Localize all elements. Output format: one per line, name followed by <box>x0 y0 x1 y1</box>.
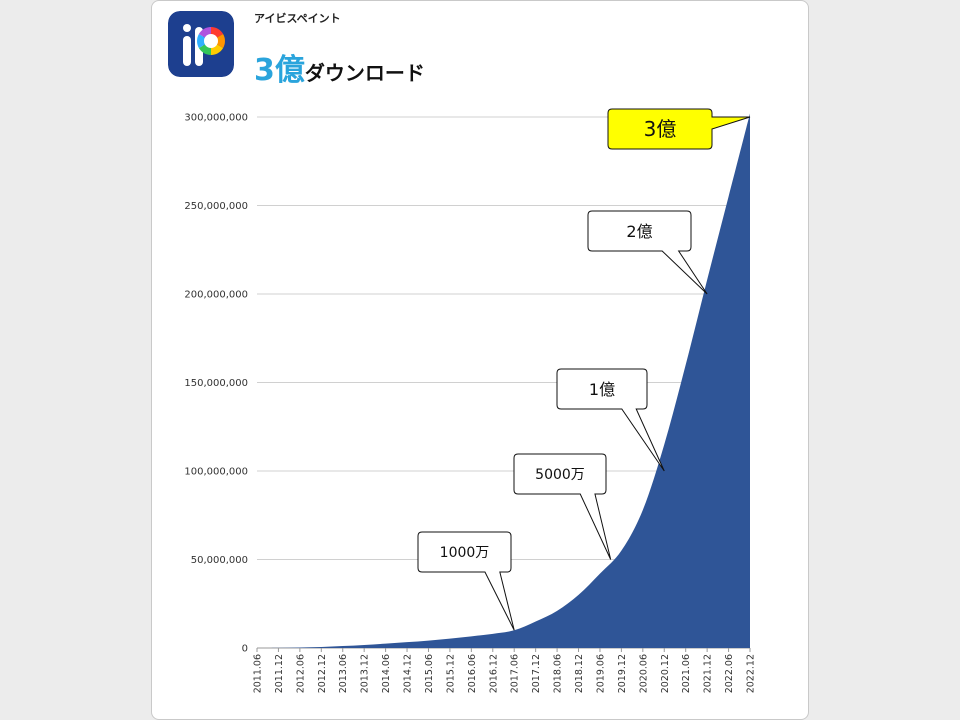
x-tick-label: 2011.06 <box>253 654 264 693</box>
y-tick-label: 0 <box>242 644 248 655</box>
headline-text: ダウンロード <box>304 61 425 85</box>
x-tick-label: 2013.06 <box>338 654 349 693</box>
x-tick-label: 2014.12 <box>403 654 414 693</box>
y-tick-label: 200,000,000 <box>184 290 248 301</box>
x-tick-label: 2014.06 <box>381 654 392 693</box>
x-tick-label: 2020.12 <box>660 654 671 693</box>
callout-label: 3億 <box>644 117 677 141</box>
callout-box <box>513 453 612 560</box>
infographic-card: アイビスペイント 3億ダウンロード 0 50,000,000 100,000,000… <box>151 0 809 720</box>
headline-number: 3億 <box>254 53 305 88</box>
callout-label: 1000万 <box>440 545 490 561</box>
callout-label: 2億 <box>626 222 652 241</box>
downloads-area-chart: 0 50,000,000 100,000,000 150,000,000 200,000… <box>184 108 757 693</box>
x-tick-label: 2015.12 <box>445 654 456 693</box>
x-tick-label: 2022.12 <box>746 654 757 693</box>
y-tick-label: 50,000,000 <box>191 555 248 566</box>
x-tick-label: 2018.06 <box>553 654 564 693</box>
downloads-area <box>257 113 750 648</box>
x-tick-label: 2016.12 <box>488 654 499 693</box>
page-title: 3億ダウンロード <box>254 45 425 89</box>
y-tick-label: 100,000,000 <box>184 467 248 478</box>
callout-label: 1億 <box>589 380 615 399</box>
x-tick-label: 2021.12 <box>703 654 714 693</box>
app-name: アイビスペイント <box>254 12 341 25</box>
callout-box <box>607 108 751 150</box>
x-tick-label: 2019.06 <box>595 654 606 693</box>
x-tick-label: 2017.06 <box>510 654 521 693</box>
x-tick-label: 2013.12 <box>360 654 371 693</box>
x-tick-label: 2022.06 <box>724 654 735 693</box>
callout-box <box>587 210 708 295</box>
ibis-paint-logo-icon <box>168 11 234 77</box>
callout-box <box>556 368 665 472</box>
x-tick-label: 2016.06 <box>467 654 478 693</box>
x-tick-label: 2012.06 <box>295 654 306 693</box>
x-tick-label: 2021.06 <box>681 654 692 693</box>
y-tick-label: 150,000,000 <box>184 378 248 389</box>
callout-box <box>417 531 515 631</box>
x-tick-label: 2011.12 <box>274 654 285 693</box>
callout-label: 5000万 <box>535 467 585 483</box>
x-tick-label: 2018.12 <box>574 654 585 693</box>
x-tick-label: 2015.06 <box>424 654 435 693</box>
y-tick-label: 250,000,000 <box>184 201 248 212</box>
x-tick-label: 2012.12 <box>317 654 328 693</box>
x-tick-label: 2017.12 <box>531 654 542 693</box>
x-tick-label: 2020.06 <box>638 654 649 693</box>
y-tick-label: 300,000,000 <box>184 113 248 124</box>
x-tick-label: 2019.12 <box>617 654 628 693</box>
